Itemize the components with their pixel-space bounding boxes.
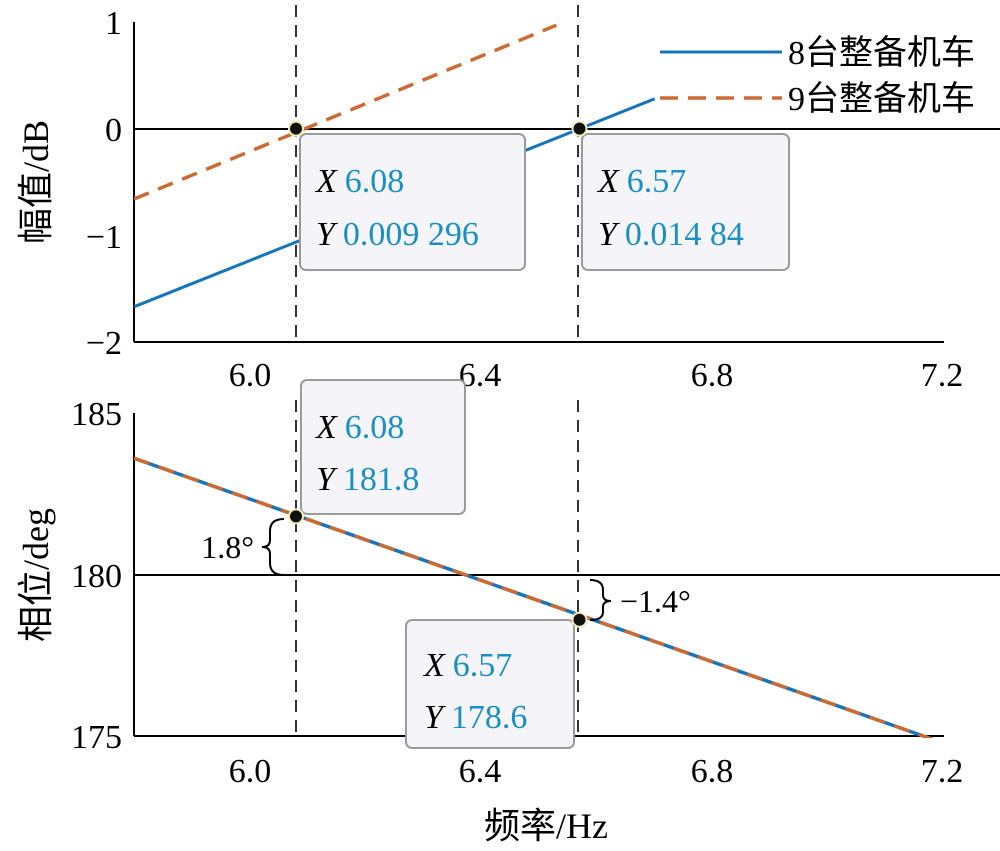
- legend-label-9: 9台整备机车: [788, 80, 975, 118]
- mag-xtick-6.8: 6.8: [691, 357, 734, 394]
- magnitude-ylabel: 幅值/dB: [16, 120, 56, 244]
- mag-ytick-neg1: −1: [86, 219, 122, 256]
- svg-text:X6.57: X 6.57: [422, 647, 512, 684]
- ph-ytick-180: 180: [71, 558, 122, 595]
- phase-xlabel: 频率/Hz: [484, 806, 608, 846]
- mag-datatip-1: X 6.08 Y 0.009 296: [299, 133, 526, 271]
- mag-xtick-6.0: 6.0: [229, 357, 272, 394]
- magnitude-axes: [133, 22, 1000, 343]
- ph-xtick-6.8: 6.8: [691, 753, 734, 790]
- ph-series-9-line: [134, 456, 934, 738]
- mag-ytick-0: 0: [105, 112, 122, 149]
- mag-datatip-2: X 6.57 Y 0.014 84: [581, 133, 790, 271]
- brace-1.8-deg: [261, 518, 285, 576]
- brace-neg1.4-deg: [589, 579, 612, 621]
- legend-label-8: 8台整备机车: [788, 34, 975, 72]
- vlines: [295, 5, 579, 736]
- mag-datatip-point-2: [571, 120, 588, 137]
- ph-datatip-point-2: [571, 611, 588, 628]
- svg-text:X6.57: X 6.57: [596, 163, 686, 200]
- mag-xtick-7.2: 7.2: [921, 357, 964, 394]
- mag-ytick-neg2: −2: [86, 325, 122, 362]
- ph-datatip-2: X 6.57 Y 178.6: [405, 619, 575, 749]
- ph-datatip-point-1: [288, 508, 304, 525]
- ph-datatip-1: X 6.08 Y 181.8: [300, 379, 466, 515]
- svg-text:Y0.009 296: Y 0.009 296: [316, 216, 479, 253]
- annotation-1.8-deg: 1.8°: [201, 529, 254, 565]
- svg-text:Y0.014 84: Y 0.014 84: [598, 216, 744, 253]
- legend: 8台整备机车 9台整备机车: [660, 34, 975, 118]
- ph-xtick-7.2: 7.2: [921, 753, 964, 790]
- ph-ytick-185: 185: [71, 396, 122, 433]
- svg-text:X6.08: X 6.08: [314, 163, 404, 200]
- ph-xtick-6.4: 6.4: [459, 753, 502, 790]
- ph-ytick-175: 175: [71, 719, 122, 756]
- annotation-neg1.4-deg: −1.4°: [620, 583, 691, 619]
- phase-ylabel: 相位/deg: [16, 508, 56, 642]
- svg-text:X6.08: X 6.08: [314, 409, 404, 446]
- mag-ytick-1: 1: [105, 5, 122, 42]
- ph-xtick-6.0: 6.0: [229, 753, 272, 790]
- mag-datatip-point-1: [288, 120, 304, 137]
